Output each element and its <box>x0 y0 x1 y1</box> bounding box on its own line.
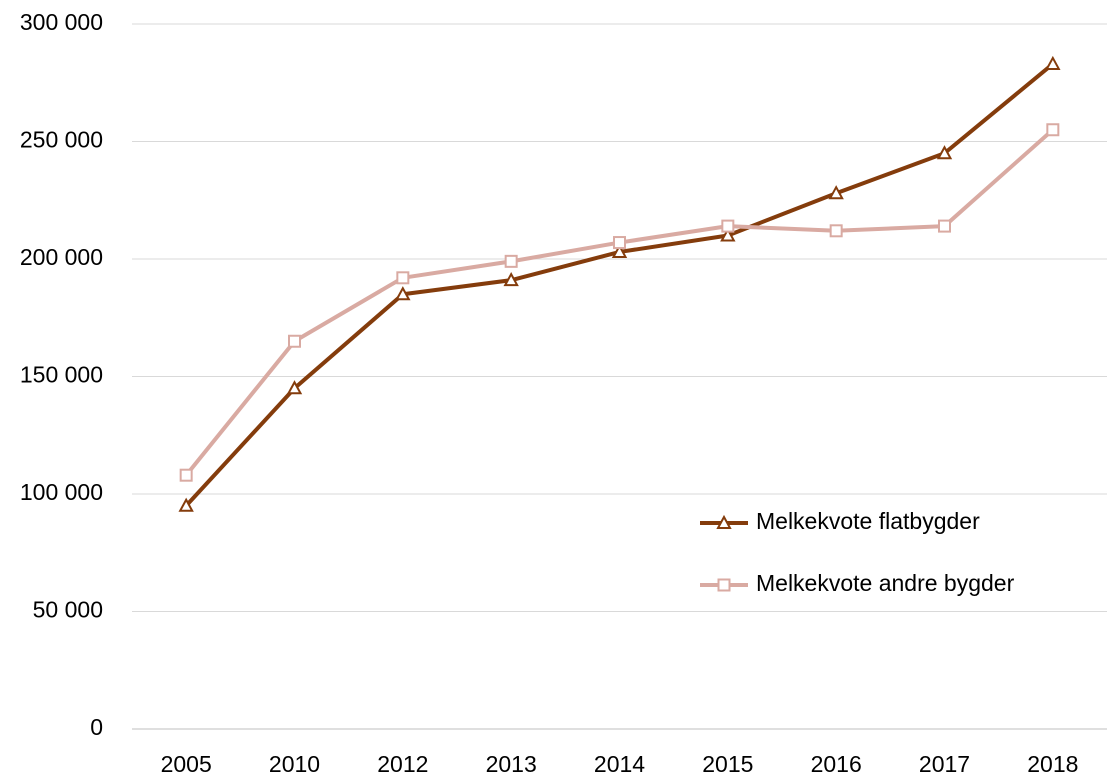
y-tick-label: 50 000 <box>33 597 103 623</box>
y-tick-label: 250 000 <box>20 127 103 153</box>
marker <box>828 185 844 200</box>
x-tick-label: 2018 <box>1027 751 1078 777</box>
x-tick-label: 2014 <box>594 751 645 777</box>
marker <box>936 145 953 160</box>
marker <box>504 254 518 268</box>
x-tick-label: 2016 <box>811 751 862 777</box>
marker <box>720 227 736 242</box>
x-tick-label: 2012 <box>377 751 428 777</box>
x-tick-label: 2017 <box>919 751 970 777</box>
y-tick-label: 100 000 <box>20 479 103 505</box>
marker <box>721 219 735 233</box>
marker <box>396 271 410 285</box>
series-line <box>184 128 1055 477</box>
y-tick-label: 300 000 <box>20 9 103 35</box>
x-tick-label: 2015 <box>702 751 753 777</box>
x-tick-label: 2005 <box>161 751 212 777</box>
marker <box>503 272 519 287</box>
marker <box>288 334 301 348</box>
y-tick-label: 0 <box>90 714 103 740</box>
legend-label: Melkekvote andre bygder <box>756 570 1015 596</box>
marker <box>1045 55 1061 70</box>
y-tick-label: 200 000 <box>20 244 103 270</box>
legend-label: Melkekvote flatbygder <box>756 508 980 534</box>
marker <box>611 243 628 258</box>
marker <box>829 224 843 238</box>
marker <box>717 578 731 592</box>
marker <box>395 286 411 301</box>
marker <box>178 497 194 512</box>
marker <box>286 380 303 395</box>
marker <box>179 468 193 482</box>
marker <box>613 236 626 250</box>
marker <box>716 514 732 529</box>
x-tick-label: 2013 <box>486 751 537 777</box>
marker <box>1046 123 1060 137</box>
series-line <box>184 62 1055 508</box>
x-tick-label: 2010 <box>269 751 320 777</box>
marker <box>938 219 951 233</box>
y-tick-label: 150 000 <box>20 362 103 388</box>
